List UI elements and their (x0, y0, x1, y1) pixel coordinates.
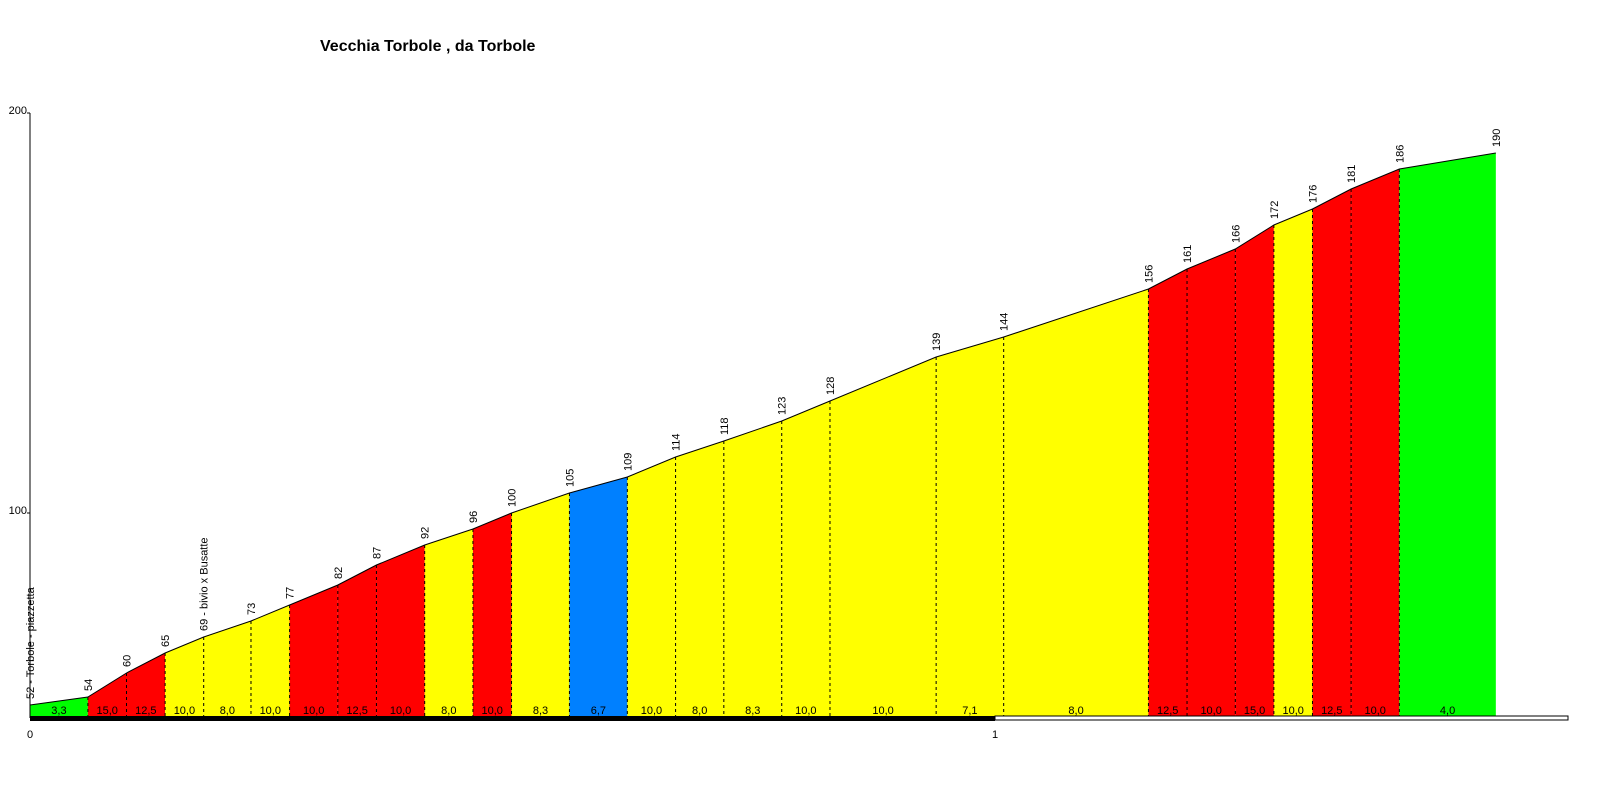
axes-layer: 200 100 0 1 (9, 105, 1569, 741)
segment-gradient-label: 12,5 (1321, 705, 1342, 717)
altitude-label: 190 (1491, 129, 1503, 147)
altitude-label: 118 (719, 417, 731, 435)
chart-title: Vecchia Torbole , da Torbole (320, 38, 536, 55)
distance-bar-km-0 (30, 716, 995, 721)
outline-layer (29, 152, 1496, 706)
segments-layer: 3,3 15,0 12,5 10,0 8,0 10,0 10,0 12,5 10,0 8,0 10,… (30, 153, 1496, 718)
segment-fill (424, 529, 473, 718)
segment-fill (511, 493, 570, 718)
altitude-label: 82 (333, 567, 345, 579)
altitude-label: 176 (1307, 185, 1319, 203)
segment-fill (1187, 249, 1236, 718)
altitude-label: 114 (671, 433, 683, 451)
altitude-label: 87 (371, 547, 383, 559)
altitude-label: 96 (468, 511, 480, 523)
segment-gradient-label: 3,3 (51, 705, 66, 717)
segment-gradient-label: 10,0 (260, 705, 281, 717)
segment-fill (781, 401, 830, 718)
segment-fill (87, 673, 127, 718)
segment-fill (126, 653, 166, 718)
segment-fill (250, 605, 290, 718)
altitude-label: 65 (160, 635, 172, 647)
segment-gradient-label: 10,0 (1364, 705, 1385, 717)
segment-fill (569, 477, 628, 718)
altitude-label: 77 (285, 587, 297, 599)
altitude-label: 105 (564, 469, 576, 487)
segment-gradient-label: 12,5 (135, 705, 156, 717)
dividers-layer (87, 169, 1400, 718)
segment-fill (203, 621, 251, 718)
segment-gradient-label: 10,0 (390, 705, 411, 717)
segment-gradient-label: 7,1 (962, 705, 977, 717)
distance-bar-km-1 (994, 715, 1569, 721)
y-tick-label: 100 (9, 505, 27, 517)
altitude-label: 144 (999, 313, 1011, 331)
segment-fill (1273, 209, 1313, 718)
altitude-label: 109 (622, 453, 634, 471)
segment-gradient-label: 10,0 (795, 705, 816, 717)
altitude-label: 161 (1182, 245, 1194, 263)
segment-gradient-label: 15,0 (96, 705, 117, 717)
segment-fill (30, 697, 88, 718)
altitude-label: 100 (507, 489, 519, 507)
segment-gradient-label: 8,0 (1068, 705, 1083, 717)
segment-gradient-label: 8,0 (441, 705, 456, 717)
segment-gradient-label: 6,7 (591, 705, 606, 717)
profile-line (29, 152, 1496, 706)
segment-fill (1003, 289, 1149, 718)
segment-fill (165, 637, 204, 718)
y-tick-label: 200 (9, 105, 27, 117)
segment-fill (337, 565, 377, 718)
altitude-label: 139 (931, 333, 943, 351)
segment-fill (675, 441, 724, 718)
altitude-label: 73 (246, 603, 258, 615)
altitude-label: 92 (420, 527, 432, 539)
segment-gradient-label: 8,3 (745, 705, 760, 717)
x-tick-label: 0 (27, 729, 33, 741)
altitude-label: 52 - Torbole - piazzetta (25, 586, 37, 699)
segment-gradient-label: 4,0 (1440, 705, 1455, 717)
altitude-label: 54 (83, 679, 95, 691)
altitude-label: 128 (825, 377, 837, 395)
altitude-label: 172 (1269, 201, 1281, 219)
segment-fill (723, 421, 782, 718)
altitude-label: 166 (1230, 225, 1242, 243)
altitude-label: 69 - bivio x Busatte (199, 537, 211, 631)
segment-gradient-label: 10,0 (174, 705, 195, 717)
segment-fill (472, 513, 512, 718)
segment-fill (1148, 269, 1188, 718)
segment-gradient-label: 10,0 (303, 705, 324, 717)
segment-gradient-label: 12,5 (1157, 705, 1178, 717)
altitude-label: 181 (1346, 165, 1358, 183)
labels-layer: 52 - Torbole - piazzetta 54 60 65 69 - bivio… (25, 129, 1503, 699)
segment-gradient-label: 10,0 (641, 705, 662, 717)
segment-gradient-label: 12,5 (346, 705, 367, 717)
segment-fill (829, 357, 937, 718)
segment-fill (936, 337, 1004, 718)
altitude-label: 123 (777, 397, 789, 415)
segment-fill (1235, 225, 1274, 718)
segment-gradient-label: 10,0 (872, 705, 893, 717)
x-tick-label: 1 (992, 729, 998, 741)
segment-fill (1312, 189, 1352, 718)
segment-fill (1399, 153, 1496, 718)
segment-gradient-label: 15,0 (1244, 705, 1265, 717)
segment-gradient-label: 8,0 (220, 705, 235, 717)
altitude-label: 60 (122, 655, 134, 667)
segment-gradient-label: 10,0 (1282, 705, 1303, 717)
segment-fill (627, 457, 676, 718)
altitude-label: 156 (1143, 265, 1155, 283)
segment-fill (376, 545, 425, 718)
segment-gradient-label: 8,0 (692, 705, 707, 717)
segment-gradient-label: 10,0 (482, 705, 503, 717)
segment-fill (1351, 169, 1400, 718)
altitude-label: 186 (1394, 145, 1406, 163)
segment-gradient-label: 10,0 (1200, 705, 1221, 717)
segment-gradient-label: 8,3 (533, 705, 548, 717)
segment-fill (289, 585, 338, 718)
